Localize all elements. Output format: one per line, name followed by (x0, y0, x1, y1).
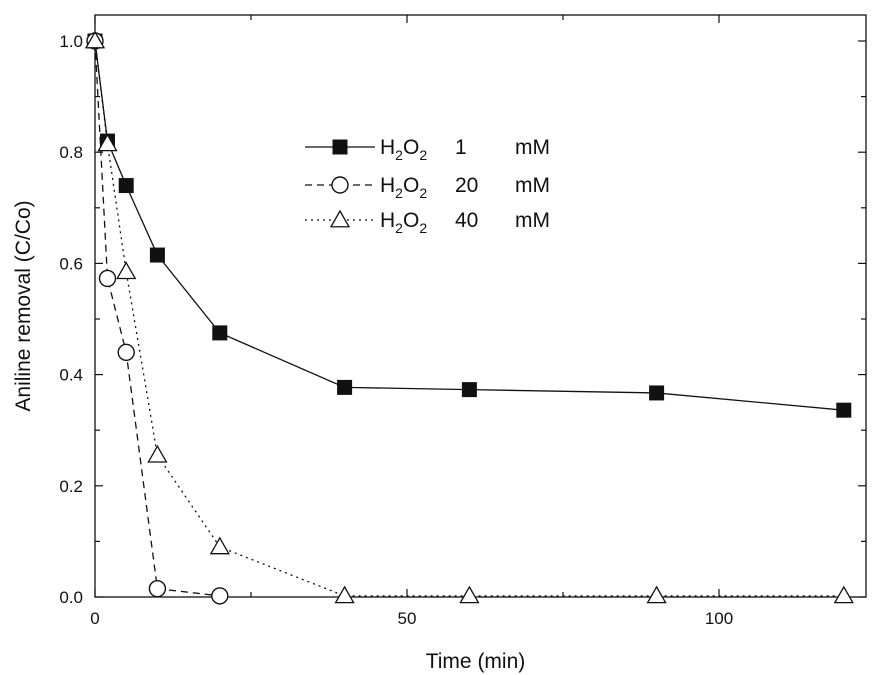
x-axis-title: Time (min) (426, 650, 526, 673)
legend-label: H2O2 1 mM (380, 136, 550, 163)
legend-entry: H2O2 40 mM (305, 209, 550, 236)
data-point (211, 587, 229, 605)
legend-entry: H2O2 20 mM (305, 174, 550, 201)
x-tick-label: 0 (90, 609, 99, 628)
data-point (84, 30, 106, 49)
y-tick-label: 0.6 (59, 254, 83, 273)
legend-entry: H2O2 1 mM (305, 136, 550, 163)
data-point (836, 402, 852, 418)
data-point (97, 133, 118, 152)
y-tick-label: 0.4 (59, 366, 83, 385)
y-tick-label: 1.0 (59, 32, 83, 51)
plot-frame (94, 14, 867, 598)
x-tick-label: 50 (398, 609, 417, 628)
data-point (334, 585, 355, 604)
series-3 (84, 30, 854, 604)
y-axis-title: Aniline removal (C/Co) (12, 200, 35, 411)
data-point (98, 269, 117, 288)
series-line (94, 40, 844, 597)
data-point (646, 585, 667, 604)
data-point (649, 385, 665, 401)
data-point (833, 585, 854, 604)
data-point (337, 379, 353, 395)
y-tick-label: 0.2 (59, 477, 83, 496)
legend-marker (332, 139, 348, 155)
data-point (117, 343, 135, 362)
y-tick-label: 0.8 (59, 143, 83, 162)
legend: H2O2 1 mM H2O2 20 mM H2O2 40 mM (305, 136, 550, 236)
legend-label: H2O2 40 mM (380, 209, 550, 236)
legend-marker (331, 176, 349, 194)
data-point (212, 325, 228, 341)
data-point (461, 382, 477, 398)
plot-series (84, 30, 854, 605)
data-point (149, 247, 165, 263)
legend-marker (329, 209, 351, 228)
series-line (94, 40, 220, 597)
data-point (118, 178, 134, 194)
axes: 0 50 100 0.0 0.2 0.4 0.6 0.8 1.0 (59, 14, 867, 628)
data-point (459, 585, 480, 604)
data-point (147, 444, 168, 463)
series-2 (86, 32, 229, 605)
legend-label: H2O2 20 mM (380, 174, 550, 201)
y-tick-label: 0.0 (59, 588, 83, 607)
x-tick-label: 100 (705, 609, 733, 628)
data-point (148, 579, 167, 598)
data-point (116, 261, 137, 280)
data-point (209, 536, 230, 555)
